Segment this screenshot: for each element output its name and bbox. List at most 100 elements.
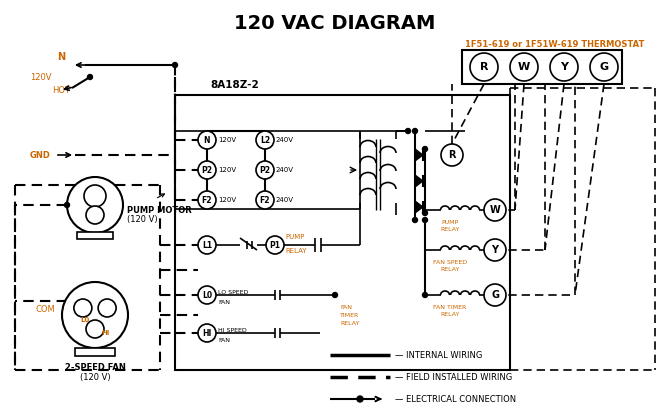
Circle shape xyxy=(423,292,427,297)
Circle shape xyxy=(484,284,506,306)
Circle shape xyxy=(590,53,618,81)
Text: FAN: FAN xyxy=(340,305,352,310)
Circle shape xyxy=(74,299,92,317)
Text: 120V: 120V xyxy=(218,137,236,143)
Text: Y: Y xyxy=(492,245,498,255)
Text: 120V: 120V xyxy=(218,167,236,173)
Text: — INTERNAL WIRING: — INTERNAL WIRING xyxy=(395,351,482,360)
Circle shape xyxy=(332,292,338,297)
Circle shape xyxy=(198,324,216,342)
Text: FAN: FAN xyxy=(218,300,230,305)
Text: HOT: HOT xyxy=(52,85,70,95)
Text: HI: HI xyxy=(202,328,212,337)
Text: TIMER: TIMER xyxy=(340,313,359,318)
Circle shape xyxy=(484,239,506,261)
Text: G: G xyxy=(491,290,499,300)
Circle shape xyxy=(198,191,216,209)
Circle shape xyxy=(423,147,427,152)
Text: HI SPEED: HI SPEED xyxy=(218,328,247,333)
Polygon shape xyxy=(415,175,423,187)
Circle shape xyxy=(550,53,578,81)
Text: 8A18Z-2: 8A18Z-2 xyxy=(210,80,259,90)
Text: (120 V): (120 V) xyxy=(80,373,111,382)
Circle shape xyxy=(357,396,363,402)
Circle shape xyxy=(423,210,427,215)
Circle shape xyxy=(64,202,70,207)
Text: 2-SPEED FAN: 2-SPEED FAN xyxy=(64,363,125,372)
Text: W: W xyxy=(490,205,500,215)
Text: LO SPEED: LO SPEED xyxy=(218,290,249,295)
Text: RELAY: RELAY xyxy=(440,227,460,232)
Text: R: R xyxy=(480,62,488,72)
Text: FAN SPEED: FAN SPEED xyxy=(433,260,467,265)
Text: L1: L1 xyxy=(202,241,212,249)
Circle shape xyxy=(510,53,538,81)
Text: P2: P2 xyxy=(202,166,212,174)
Text: 120 VAC DIAGRAM: 120 VAC DIAGRAM xyxy=(234,14,436,33)
Text: R: R xyxy=(448,150,456,160)
Polygon shape xyxy=(415,201,423,213)
Circle shape xyxy=(484,199,506,221)
Text: PUMP MOTOR: PUMP MOTOR xyxy=(127,205,192,215)
Text: W: W xyxy=(518,62,530,72)
Text: RELAY: RELAY xyxy=(440,312,460,317)
Text: — FIELD INSTALLED WIRING: — FIELD INSTALLED WIRING xyxy=(395,372,513,382)
Circle shape xyxy=(62,282,128,348)
Circle shape xyxy=(423,217,427,222)
Text: HI: HI xyxy=(101,330,109,336)
Circle shape xyxy=(441,144,463,166)
Circle shape xyxy=(198,161,216,179)
Circle shape xyxy=(470,53,498,81)
Circle shape xyxy=(67,177,123,233)
Circle shape xyxy=(88,75,92,80)
Circle shape xyxy=(86,206,104,224)
Circle shape xyxy=(266,236,284,254)
Polygon shape xyxy=(415,149,423,161)
Text: N: N xyxy=(204,135,210,145)
Circle shape xyxy=(198,236,216,254)
Circle shape xyxy=(256,161,274,179)
Circle shape xyxy=(198,131,216,149)
Text: PUMP: PUMP xyxy=(442,220,458,225)
Text: FAN: FAN xyxy=(218,338,230,343)
Text: RELAY: RELAY xyxy=(440,267,460,272)
Bar xyxy=(77,232,113,239)
Text: Y: Y xyxy=(560,62,568,72)
Text: FAN TIMER: FAN TIMER xyxy=(433,305,466,310)
Text: L0: L0 xyxy=(202,290,212,300)
Text: COM: COM xyxy=(36,305,55,315)
Text: P1: P1 xyxy=(269,241,281,249)
Circle shape xyxy=(86,320,104,338)
Text: P2: P2 xyxy=(259,166,271,174)
Text: L2: L2 xyxy=(260,135,270,145)
Text: F2: F2 xyxy=(260,196,270,204)
Circle shape xyxy=(256,191,274,209)
Text: GND: GND xyxy=(30,150,51,160)
Text: F2: F2 xyxy=(202,196,212,204)
Circle shape xyxy=(256,131,274,149)
Text: 240V: 240V xyxy=(276,137,294,143)
Text: (120 V): (120 V) xyxy=(127,215,157,223)
Circle shape xyxy=(172,62,178,67)
Circle shape xyxy=(198,286,216,304)
Circle shape xyxy=(413,217,417,222)
Text: L0: L0 xyxy=(80,317,90,323)
Text: RELAY: RELAY xyxy=(340,321,359,326)
Text: G: G xyxy=(600,62,608,72)
Text: — ELECTRICAL CONNECTION: — ELECTRICAL CONNECTION xyxy=(395,395,516,403)
Circle shape xyxy=(98,299,116,317)
Text: 120V: 120V xyxy=(30,72,52,82)
Bar xyxy=(462,50,622,84)
Text: 240V: 240V xyxy=(276,197,294,203)
Text: PUMP: PUMP xyxy=(285,234,304,240)
Bar xyxy=(75,348,115,356)
Circle shape xyxy=(84,185,106,207)
Bar xyxy=(175,95,510,370)
Text: 120V: 120V xyxy=(218,197,236,203)
Text: 240V: 240V xyxy=(276,167,294,173)
Circle shape xyxy=(405,129,411,134)
Text: RELAY: RELAY xyxy=(285,248,307,254)
Circle shape xyxy=(413,129,417,134)
Text: N: N xyxy=(57,52,65,62)
Text: 1F51-619 or 1F51W-619 THERMOSTAT: 1F51-619 or 1F51W-619 THERMOSTAT xyxy=(465,40,645,49)
